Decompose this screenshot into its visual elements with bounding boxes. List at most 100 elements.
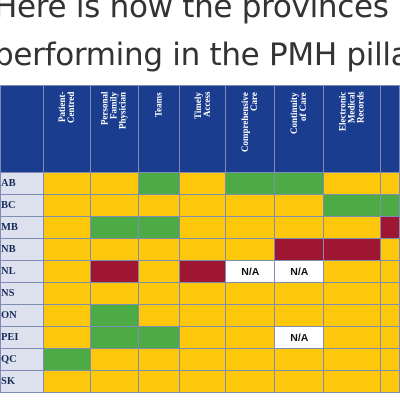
- column-header: [379, 85, 400, 173]
- rating-cell: [274, 304, 325, 327]
- province-label: BC: [0, 194, 45, 217]
- rating-cell: [225, 370, 276, 393]
- rating-cell: [225, 326, 276, 349]
- rating-cell: [138, 370, 180, 393]
- column-header: Continuity of Care: [274, 85, 325, 173]
- rating-cell: [323, 194, 381, 217]
- rating-cell: [323, 348, 381, 371]
- rating-cell: [89, 216, 140, 239]
- column-header-label: Electronic Medical Records: [337, 92, 366, 132]
- rating-cell: [274, 348, 325, 371]
- rating-cell: [323, 304, 381, 327]
- rating-cell: [178, 260, 227, 283]
- province-row: QC: [0, 348, 400, 371]
- province-row: AB: [0, 172, 400, 195]
- province-label: ON: [0, 304, 45, 327]
- column-header-label: Comprehensive Care: [240, 92, 260, 152]
- rating-cell: [43, 282, 91, 305]
- rating-cell: [379, 282, 400, 305]
- rating-cell: [323, 260, 381, 283]
- column-header-label: Teams: [153, 92, 164, 117]
- caption-line-2: performing in the PMH pillars: [0, 37, 400, 73]
- rating-cell: [89, 194, 140, 217]
- rating-cell: [323, 238, 381, 261]
- rating-cell: [323, 172, 381, 195]
- province-row: NB: [0, 238, 400, 261]
- rating-cell: [225, 172, 276, 195]
- province-label: NB: [0, 238, 45, 261]
- province-label: MB: [0, 216, 45, 239]
- post-caption: Here is how the provinces are performing…: [0, 0, 400, 85]
- province-row: SK: [0, 370, 400, 393]
- rating-cell: [138, 216, 180, 239]
- province-row: BC: [0, 194, 400, 217]
- rating-cell: N/A: [274, 260, 325, 283]
- rating-cell: [323, 282, 381, 305]
- rating-cell: [43, 172, 91, 195]
- rating-cell: [43, 216, 91, 239]
- province-row: MB: [0, 216, 400, 239]
- pmh-pillars-table: Patient- Centred Personal Family Physicia…: [0, 85, 400, 400]
- rating-cell: [274, 282, 325, 305]
- rating-cell: [323, 370, 381, 393]
- rating-cell: [138, 260, 180, 283]
- rating-cell: [138, 194, 180, 217]
- column-header-label: Patient- Centred: [56, 92, 76, 124]
- rating-cell: [43, 348, 91, 371]
- rating-cell: [225, 304, 276, 327]
- rating-cell: [225, 194, 276, 217]
- province-row: PEI N/A: [0, 326, 400, 349]
- rating-cell: [43, 194, 91, 217]
- rating-cell: [323, 216, 381, 239]
- province-label: NL: [0, 260, 45, 283]
- rating-cell: [43, 304, 91, 327]
- rating-cell: [138, 348, 180, 371]
- rating-cell: [379, 194, 400, 217]
- corner-cell: [0, 85, 45, 173]
- rating-cell: [138, 238, 180, 261]
- rating-cell: [138, 304, 180, 327]
- rating-cell: [89, 260, 140, 283]
- column-header: Patient- Centred: [43, 85, 91, 173]
- rating-cell: [225, 282, 276, 305]
- rating-cell: [225, 348, 276, 371]
- rating-cell: [138, 326, 180, 349]
- column-header: Timely Access: [178, 85, 227, 173]
- rating-cell: [379, 172, 400, 195]
- rating-cell: [43, 260, 91, 283]
- rating-cell: [274, 172, 325, 195]
- rating-cell: [379, 216, 400, 239]
- column-header: Comprehensive Care: [225, 85, 276, 173]
- rating-cell: [379, 304, 400, 327]
- rating-cell: N/A: [225, 260, 276, 283]
- rating-cell: [89, 304, 140, 327]
- rating-cell: [274, 370, 325, 393]
- province-row: ON: [0, 304, 400, 327]
- rating-cell: N/A: [274, 326, 325, 349]
- rating-cell: [138, 172, 180, 195]
- column-header-label: Personal Family Physician: [99, 92, 128, 130]
- rating-cell: [89, 370, 140, 393]
- rating-cell: [178, 370, 227, 393]
- column-header-label: Continuity of Care: [289, 92, 309, 134]
- province-label: AB: [0, 172, 45, 195]
- rating-cell: [43, 370, 91, 393]
- rating-cell: [178, 304, 227, 327]
- rating-cell: [178, 282, 227, 305]
- column-header: Teams: [138, 85, 180, 173]
- rating-cell: [89, 172, 140, 195]
- column-header-label: Timely Access: [192, 92, 212, 119]
- rating-cell: [274, 216, 325, 239]
- rating-cell: [178, 194, 227, 217]
- rating-cell: [178, 172, 227, 195]
- caption-line-1: Here is how the provinces are: [0, 0, 400, 25]
- rating-cell: [225, 238, 276, 261]
- rating-cell: [178, 216, 227, 239]
- rating-cell: [89, 282, 140, 305]
- rating-cell: [379, 326, 400, 349]
- rating-cell: [274, 238, 325, 261]
- column-header: Personal Family Physician: [89, 85, 140, 173]
- province-label: SK: [0, 370, 45, 393]
- rating-cell: [379, 260, 400, 283]
- rating-cell: [89, 326, 140, 349]
